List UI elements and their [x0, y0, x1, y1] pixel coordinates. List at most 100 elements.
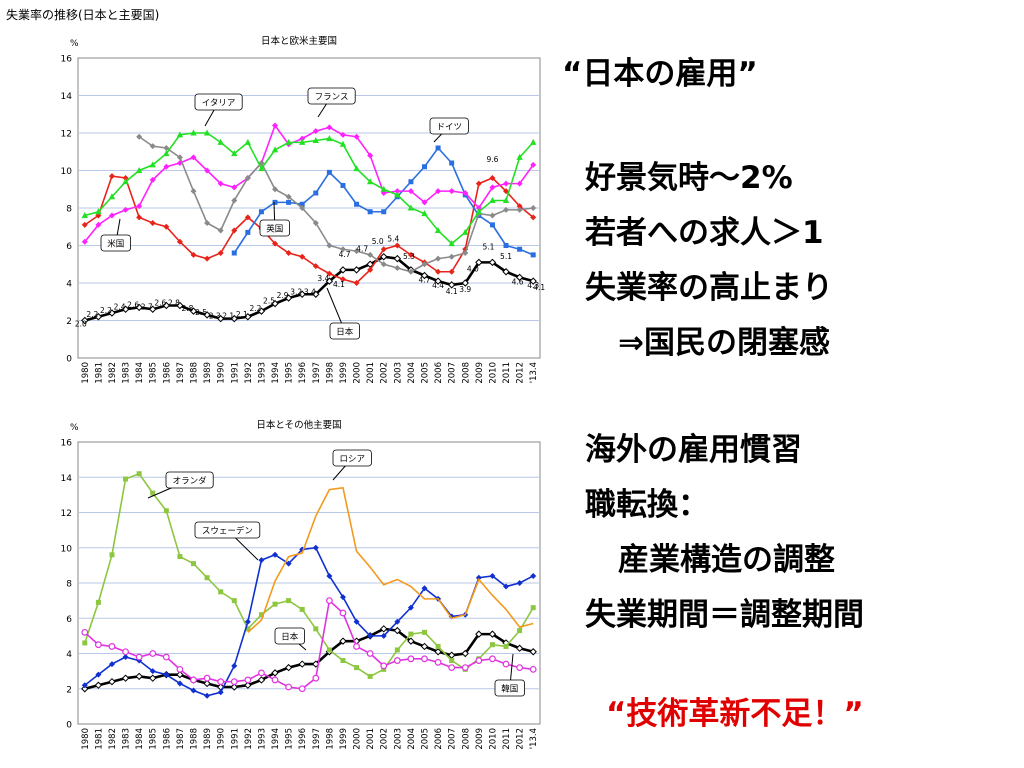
data-point [381, 666, 387, 672]
x-tick-label: 1987 [176, 362, 186, 384]
x-tick-label: 1988 [190, 728, 200, 750]
series-line [84, 132, 534, 245]
series-callout: 米国 [100, 218, 132, 252]
x-tick-label: 2005 [421, 362, 431, 384]
data-point [502, 268, 510, 276]
x-tick-label: 1993 [257, 362, 267, 384]
series-line [84, 472, 534, 678]
data-point [434, 277, 442, 285]
x-tick-label: 2009 [475, 362, 485, 384]
data-point [312, 128, 319, 135]
data-label: 5.4 [387, 235, 399, 244]
data-point [258, 160, 265, 166]
x-tick-label: 2000 [353, 728, 363, 750]
data-point [204, 167, 211, 174]
data-point [203, 679, 211, 688]
data-point [325, 597, 333, 605]
data-point [149, 305, 157, 313]
series-line [138, 136, 534, 273]
data-point [489, 572, 496, 579]
text-line: 失業期間＝調整期間 [585, 597, 864, 633]
x-tick-label: 1993 [257, 728, 267, 750]
data-point [108, 661, 115, 668]
callout-label: 英国 [266, 224, 283, 235]
text-line: ⇒国民の閉塞感 [618, 325, 830, 361]
data-point [244, 175, 251, 181]
data-point [298, 290, 306, 298]
data-point [448, 253, 455, 260]
y-tick-label: 14 [61, 474, 73, 484]
data-point [449, 160, 455, 166]
data-point [231, 598, 237, 604]
data-point [136, 133, 143, 140]
data-point [394, 647, 400, 653]
data-point [108, 309, 116, 317]
data-point [190, 676, 197, 684]
data-label: 2.8 [168, 299, 180, 308]
data-point [448, 664, 456, 672]
x-tick-label: 2001 [366, 362, 376, 384]
data-point [204, 575, 210, 581]
data-point [81, 316, 89, 325]
data-label: 5.1 [482, 242, 494, 251]
data-point [529, 277, 537, 285]
x-tick-label: 2006 [434, 728, 444, 750]
data-point [217, 227, 224, 234]
data-point [121, 674, 130, 682]
data-point [95, 221, 102, 228]
data-label: 2.4 [114, 302, 126, 311]
data-point [393, 254, 402, 263]
data-point [204, 220, 211, 226]
callout-label: 米国 [107, 239, 124, 250]
data-point [94, 681, 103, 689]
y-tick-label: 8 [66, 580, 72, 590]
data-point [272, 186, 279, 193]
data-label: 4.6 [512, 277, 524, 286]
callout-box [429, 117, 469, 135]
series-line [84, 123, 534, 243]
x-tick-label: 2000 [353, 362, 363, 384]
x-tick-label: 2001 [366, 728, 376, 750]
data-point [326, 270, 333, 277]
data-point [393, 626, 402, 635]
data-label: 2.5 [195, 308, 207, 317]
data-point [435, 188, 442, 195]
x-tick-label: 1985 [149, 362, 159, 384]
data-point [163, 150, 170, 157]
text-line: 失業率の高止まり [585, 270, 833, 306]
data-label: 2.6 [127, 300, 139, 309]
callout-box [259, 219, 291, 237]
data-point [257, 307, 266, 315]
x-tick-label: 1990 [217, 362, 227, 384]
data-point [298, 660, 306, 668]
data-point [340, 658, 346, 664]
data-point [123, 476, 129, 482]
data-point [489, 222, 495, 228]
data-point [299, 201, 305, 207]
data-point [272, 240, 279, 247]
callout-label: オランダ [173, 476, 208, 487]
data-point [204, 692, 211, 699]
data-point [285, 560, 292, 567]
data-point [271, 299, 279, 308]
data-point [516, 580, 523, 586]
x-tick-label: 2005 [421, 728, 431, 750]
data-point [421, 585, 428, 592]
data-point [231, 662, 238, 669]
data-point [326, 124, 333, 131]
data-point [284, 663, 293, 672]
data-point [503, 188, 510, 195]
data-point [503, 243, 509, 248]
data-point [339, 276, 346, 283]
x-tick-label: 2002 [380, 728, 390, 750]
data-point [81, 221, 88, 228]
callout-box [274, 627, 306, 645]
data-point [244, 676, 252, 684]
data-label: 4.1 [333, 280, 345, 289]
data-point [271, 146, 279, 153]
data-point [81, 212, 88, 218]
data-point [352, 266, 361, 274]
data-point [326, 242, 333, 249]
data-point [285, 193, 292, 200]
data-point [231, 197, 238, 204]
